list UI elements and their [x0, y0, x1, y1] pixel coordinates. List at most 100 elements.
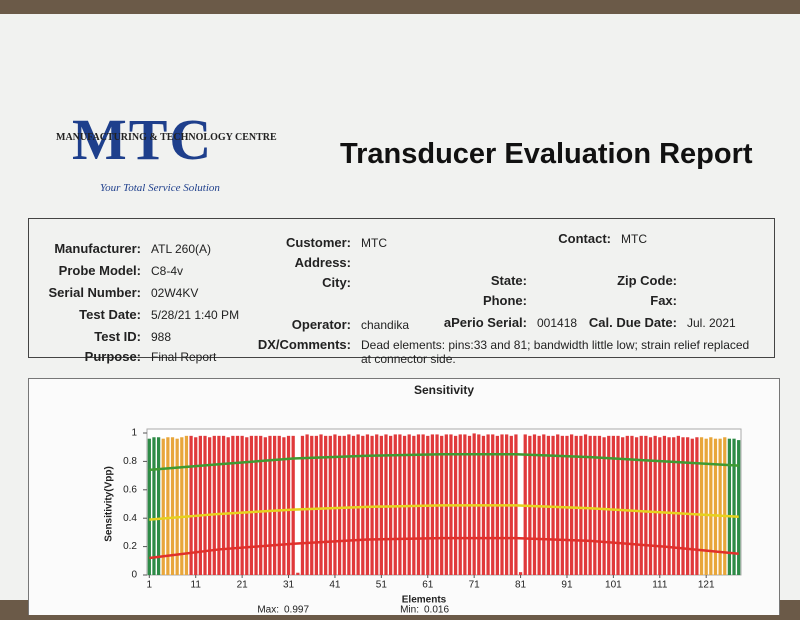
bar	[727, 438, 732, 575]
bar	[518, 572, 523, 575]
bar	[532, 434, 537, 575]
page: MTC MANUFACTURING & TECHNOLOGY CENTRE Yo…	[0, 14, 800, 616]
bar	[208, 437, 212, 575]
bar	[365, 434, 370, 575]
bar	[347, 434, 351, 575]
field-value: chandika	[361, 318, 410, 332]
bar	[305, 434, 309, 575]
bar	[583, 434, 588, 575]
field-label: Manufacturer:	[54, 241, 141, 256]
field-value: 988	[151, 330, 172, 344]
bar	[621, 437, 625, 575]
bar	[648, 437, 653, 575]
bar	[254, 435, 258, 575]
bar	[184, 435, 189, 575]
bar	[686, 437, 690, 575]
bar	[672, 437, 676, 575]
stat-label: Max:	[257, 605, 279, 615]
bar	[351, 435, 356, 575]
bar	[370, 435, 374, 575]
bar	[630, 435, 634, 575]
bar	[676, 435, 680, 575]
bar	[226, 437, 230, 575]
x-tick-label: 21	[237, 580, 249, 591]
bar	[607, 435, 611, 575]
bar	[593, 435, 597, 575]
bar	[560, 435, 564, 575]
bar	[699, 437, 704, 575]
field-value: Dead elements: pins:33 and 81; bandwidth…	[361, 338, 750, 366]
field-label: Serial Number:	[48, 285, 141, 300]
bar	[690, 438, 694, 575]
field-value: MTC	[621, 232, 647, 246]
report-paper: MTC MANUFACTURING & TECHNOLOGY CENTRE Yo…	[0, 14, 800, 616]
chart-title: Sensitivity	[414, 383, 474, 397]
bar	[565, 435, 569, 575]
field-label: Test Date:	[79, 307, 141, 322]
bar	[662, 435, 667, 575]
threshold-line	[149, 453, 739, 472]
x-tick-label: 11	[191, 580, 202, 591]
info-box: Manufacturer: ATL 260(A) Probe Model: C8-4v…	[28, 218, 775, 366]
bar	[713, 438, 718, 575]
x-tick-label: 1	[147, 580, 153, 591]
bar	[240, 435, 244, 575]
bar	[597, 435, 602, 575]
bar	[268, 435, 272, 575]
bar	[639, 435, 643, 575]
field-label: Probe Model:	[58, 263, 141, 278]
threshold-line	[149, 536, 739, 560]
bar	[203, 435, 207, 575]
y-tick-label: 0.2	[123, 541, 137, 552]
bar	[616, 435, 620, 575]
bar	[556, 434, 560, 575]
x-tick-label: 71	[469, 580, 481, 591]
bar	[198, 435, 202, 575]
x-tick-label: 41	[329, 580, 341, 591]
bar	[286, 435, 291, 575]
bar	[296, 572, 300, 575]
threshold-line	[149, 504, 739, 521]
chart-box: Sensitivity 0 0.2 0.4 0.6 0.8 1 1 11 21 31 41 51 61 71…	[28, 378, 780, 616]
bar	[152, 437, 156, 575]
bar	[194, 437, 198, 575]
x-tick-label: 31	[283, 580, 295, 591]
bar	[579, 435, 583, 575]
bar	[291, 435, 295, 575]
field-label: Purpose:	[84, 349, 141, 364]
bar	[375, 434, 379, 575]
bar	[147, 438, 151, 575]
bar	[356, 434, 360, 575]
field-label: Phone:	[482, 293, 527, 308]
bar	[319, 434, 323, 575]
field-label: Fax:	[650, 293, 677, 308]
bar	[249, 435, 254, 575]
field-label: City:	[322, 275, 351, 290]
report-title: Transducer Evaluation Report	[340, 138, 753, 170]
bar	[180, 437, 184, 575]
bar	[161, 438, 165, 575]
stat-value: 0.997	[284, 605, 309, 615]
bar	[732, 438, 736, 575]
bar	[333, 434, 337, 575]
x-tick-label: 101	[605, 580, 622, 591]
bar	[259, 435, 263, 575]
field-label: Cal. Due Date:	[588, 315, 677, 330]
field-value: Final Report	[151, 350, 217, 364]
bar	[644, 435, 648, 575]
logo: MTC	[72, 107, 214, 172]
bar	[718, 438, 722, 575]
field-value: C8-4v	[151, 264, 184, 278]
field-label: Customer:	[285, 235, 351, 250]
bar	[361, 435, 365, 575]
y-tick-label: 0.6	[123, 484, 137, 495]
tagline: Your Total Service Solution	[100, 182, 220, 194]
bar	[634, 437, 639, 575]
bar	[337, 435, 342, 575]
bar	[602, 437, 606, 575]
bar	[384, 434, 388, 575]
bar	[217, 435, 221, 575]
bar	[611, 435, 616, 575]
y-tick-label: 0	[131, 570, 137, 581]
bar	[393, 434, 397, 575]
